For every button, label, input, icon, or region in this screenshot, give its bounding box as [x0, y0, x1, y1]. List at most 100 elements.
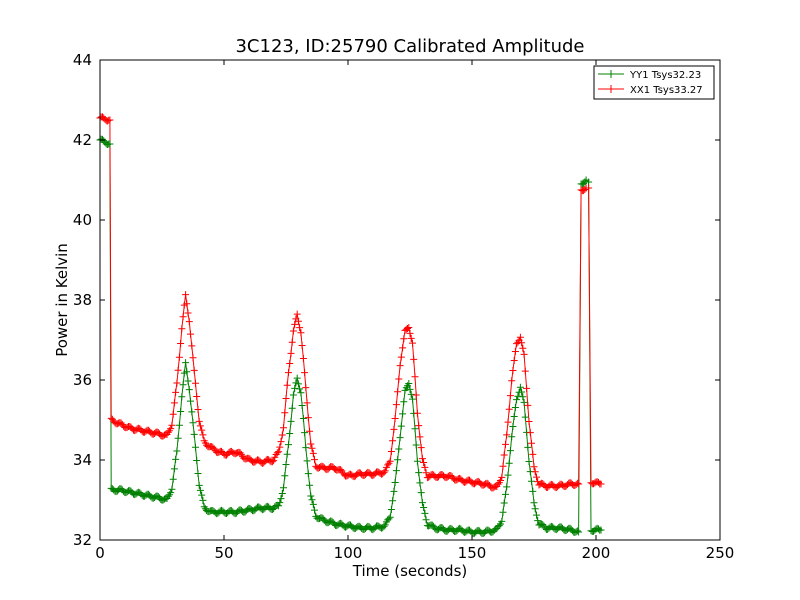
data-point-marker	[581, 186, 589, 193]
data-point-marker	[514, 392, 522, 400]
data-point-marker	[387, 506, 395, 513]
data-point-marker	[276, 499, 284, 507]
data-point-marker	[199, 496, 207, 504]
data-point-marker	[516, 333, 524, 341]
data-point-marker	[308, 444, 316, 452]
legend-label: XX1 Tsys33.27	[630, 85, 703, 96]
data-point-marker	[518, 339, 526, 347]
data-point-marker	[509, 367, 517, 374]
data-point-marker	[194, 406, 202, 413]
data-point-marker	[396, 362, 404, 370]
data-point-marker	[503, 431, 511, 439]
y-tick-label: 40	[73, 211, 92, 229]
data-point-marker	[506, 392, 514, 400]
data-point-marker	[395, 375, 403, 383]
legend-box	[593, 65, 715, 100]
data-point-marker	[521, 413, 529, 421]
data-point-marker	[175, 421, 183, 429]
data-point-marker	[494, 480, 502, 488]
data-point-marker	[178, 393, 186, 401]
data-point-marker	[534, 517, 542, 525]
data-point-marker	[304, 414, 312, 422]
x-tick-label: 50	[214, 544, 233, 562]
data-point-marker	[573, 479, 581, 487]
data-point-marker	[400, 398, 408, 406]
data-point-marker	[298, 402, 306, 409]
y-tick-label: 44	[73, 51, 92, 69]
data-point-marker	[187, 330, 194, 338]
data-point-marker	[529, 487, 537, 495]
data-point-marker	[307, 440, 315, 448]
data-point-marker	[417, 444, 425, 452]
data-point-marker	[519, 344, 527, 352]
data-point-marker	[394, 456, 402, 464]
data-point-marker	[301, 369, 309, 377]
legend: YY1 Tsys32.23 XX1 Tsys33.27	[593, 65, 715, 100]
data-point-marker	[175, 353, 183, 361]
data-point-marker	[418, 455, 426, 463]
data-point-marker	[520, 398, 528, 406]
data-point-marker	[302, 444, 310, 452]
data-point-marker	[182, 359, 190, 367]
data-point-marker	[189, 419, 197, 427]
data-point-marker	[524, 443, 532, 451]
data-point-marker	[185, 318, 193, 326]
data-point-marker	[397, 353, 405, 361]
data-point-marker	[397, 422, 405, 430]
data-point-marker	[420, 459, 428, 466]
data-point-marker	[169, 410, 177, 418]
data-point-marker	[412, 441, 420, 449]
data-point-marker	[386, 457, 394, 465]
data-point-marker	[504, 471, 512, 479]
data-point-marker	[504, 418, 512, 426]
x-tick-label: 250	[706, 544, 735, 562]
data-point-marker	[302, 384, 310, 392]
plot-markers	[96, 113, 605, 538]
data-point-marker	[289, 391, 297, 399]
data-point-marker	[311, 506, 318, 514]
data-point-marker	[409, 395, 416, 403]
data-point-marker	[380, 468, 388, 476]
data-point-marker	[505, 405, 513, 413]
data-point-marker	[188, 408, 196, 416]
data-point-marker	[400, 335, 408, 343]
data-point-marker	[283, 450, 291, 458]
data-point-marker	[178, 325, 186, 333]
data-point-marker	[500, 499, 508, 507]
data-point-marker	[384, 461, 392, 469]
data-point-marker	[172, 455, 180, 463]
data-point-marker	[288, 338, 296, 346]
x-tick-label: 0	[95, 544, 105, 562]
data-point-marker	[283, 381, 291, 389]
data-point-marker	[167, 489, 175, 497]
x-tick-label: 100	[334, 544, 363, 562]
data-point-marker	[194, 470, 202, 477]
data-point-marker	[516, 383, 524, 391]
data-point-marker	[510, 357, 518, 364]
axis-ticks: 0 50 100 150 200 250 32 34 36 38 40 42 44	[73, 51, 734, 562]
data-point-marker	[309, 449, 317, 457]
data-point-marker	[297, 389, 305, 397]
data-point-marker	[282, 395, 290, 402]
data-point-marker	[183, 368, 191, 376]
data-point-marker	[306, 427, 314, 435]
data-point-marker	[273, 449, 281, 457]
data-point-marker	[275, 448, 283, 456]
data-point-marker	[499, 462, 507, 470]
data-point-marker	[421, 509, 429, 517]
data-point-marker	[106, 140, 114, 148]
data-point-marker	[420, 504, 428, 511]
data-point-marker	[506, 447, 514, 455]
data-point-marker	[195, 481, 203, 489]
data-point-marker	[575, 480, 583, 488]
data-point-marker	[390, 425, 398, 433]
data-point-marker	[179, 381, 187, 389]
data-point-marker	[280, 484, 287, 492]
data-point-marker	[392, 467, 400, 475]
data-point-marker	[287, 349, 295, 357]
data-point-marker	[525, 458, 533, 465]
data-point-marker	[294, 380, 302, 388]
legend-label: YY1 Tsys32.23	[629, 70, 701, 81]
data-point-marker	[277, 438, 285, 446]
